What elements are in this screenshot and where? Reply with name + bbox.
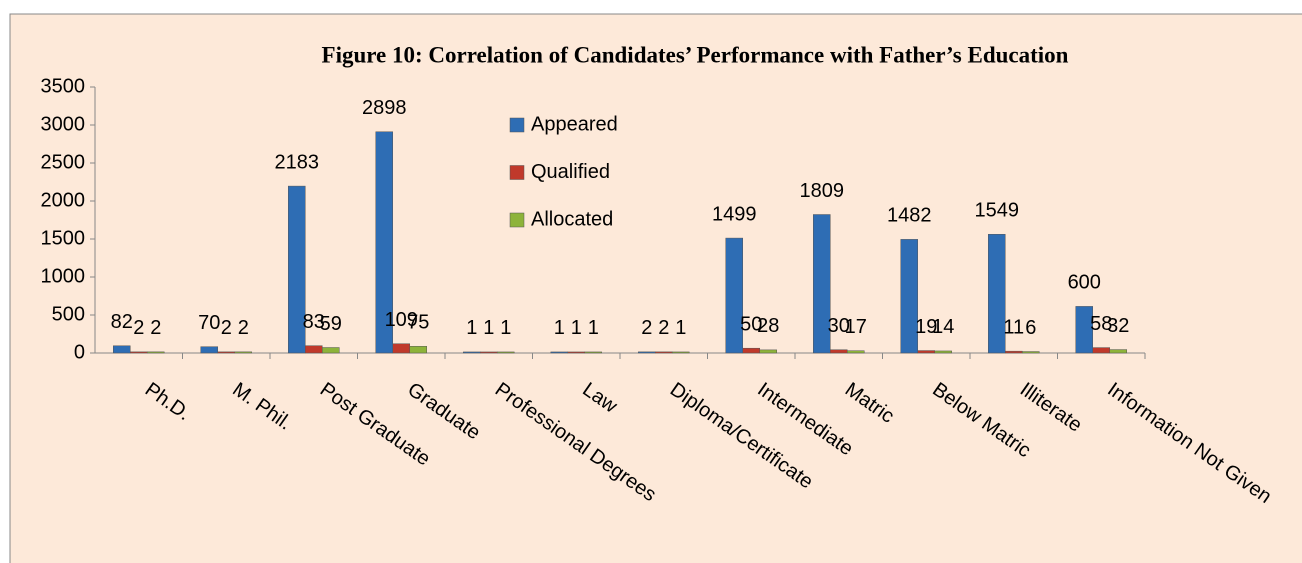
bar	[217, 351, 235, 354]
chart-title: Figure 10: Correlation of Candidates’ Pe…	[322, 42, 1069, 67]
value-label: 82	[111, 311, 133, 333]
bar	[130, 351, 148, 354]
value-label: 2898	[362, 97, 407, 119]
bar	[830, 349, 848, 354]
y-tick-label: 0	[74, 341, 85, 363]
value-label: 2	[238, 317, 249, 339]
value-label: 109	[385, 309, 418, 331]
value-label: 1	[554, 317, 565, 339]
bar	[759, 349, 777, 354]
value-label: 70	[198, 312, 220, 334]
bar	[567, 351, 585, 354]
value-label: 58	[1090, 313, 1112, 335]
bar	[1092, 347, 1110, 354]
legend-label: Appeared	[531, 113, 618, 135]
bar	[550, 351, 568, 354]
bar	[917, 350, 935, 354]
bar	[847, 350, 865, 354]
bar	[813, 214, 831, 354]
bar	[1075, 306, 1093, 354]
legend-swatch	[509, 212, 525, 228]
y-tick-label: 1000	[41, 265, 86, 287]
value-label: 1	[466, 317, 477, 339]
y-tick-label: 3500	[41, 75, 86, 97]
value-label: 19	[915, 316, 937, 338]
bar	[1005, 350, 1023, 354]
value-label: 2	[221, 317, 232, 339]
value-label: 28	[757, 315, 779, 337]
value-label: 14	[932, 316, 954, 338]
value-label: 1482	[887, 205, 932, 227]
bar	[742, 347, 760, 354]
value-label: 2	[150, 317, 161, 339]
bar	[584, 351, 602, 354]
bar	[288, 185, 306, 354]
bar	[480, 351, 498, 354]
bar	[305, 345, 323, 354]
value-label: 2	[133, 317, 144, 339]
bar	[1109, 349, 1127, 354]
y-tick-label: 2500	[41, 151, 86, 173]
bar	[988, 234, 1006, 354]
value-label: 1	[571, 317, 582, 339]
bar	[672, 351, 690, 354]
value-label: 17	[845, 316, 867, 338]
y-tick-label: 500	[52, 303, 85, 325]
y-tick-label: 2000	[41, 189, 86, 211]
legend-label: Qualified	[531, 161, 610, 183]
bar	[638, 351, 656, 354]
value-label: 11	[1003, 316, 1024, 338]
y-tick-label: 1500	[41, 227, 86, 249]
legend-label: Allocated	[531, 208, 613, 230]
value-label: 1	[588, 317, 599, 339]
value-label: 1499	[712, 203, 757, 225]
bar	[725, 237, 743, 354]
value-label: 32	[1107, 315, 1129, 337]
value-label: 600	[1068, 272, 1101, 294]
bar	[147, 351, 165, 354]
value-label: 1809	[800, 180, 845, 202]
bar	[392, 343, 410, 354]
value-label: 50	[740, 313, 762, 335]
bar	[934, 350, 952, 354]
bar	[463, 351, 481, 354]
bar	[322, 347, 340, 354]
bar	[409, 346, 427, 354]
bar	[200, 346, 218, 354]
bar	[900, 239, 918, 354]
value-label: 1	[675, 317, 686, 339]
bar	[1022, 351, 1040, 354]
value-label: 1	[483, 317, 494, 339]
value-label: 1549	[975, 200, 1020, 222]
legend-swatch	[509, 165, 525, 180]
legend-swatch	[509, 117, 525, 133]
chart-background	[9, 13, 1302, 563]
value-label: 59	[320, 313, 342, 335]
bar	[497, 351, 515, 354]
value-label: 2	[641, 317, 652, 339]
bar	[234, 351, 252, 354]
y-tick-label: 3000	[41, 113, 86, 135]
value-label: 30	[828, 315, 850, 337]
value-label: 83	[303, 311, 325, 333]
value-label: 1	[500, 317, 511, 339]
value-label: 6	[1025, 317, 1036, 339]
bar	[655, 351, 673, 354]
value-label: 2183	[275, 151, 320, 173]
value-label: 2	[658, 317, 669, 339]
bar	[375, 131, 393, 354]
bar	[113, 345, 131, 354]
value-label: 75	[407, 312, 429, 334]
